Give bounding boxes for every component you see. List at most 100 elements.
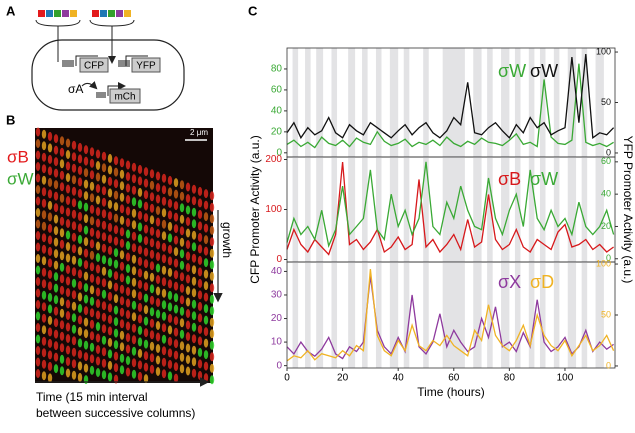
cell [101,278,107,288]
cell [71,267,77,277]
cell [185,286,191,295]
cell [143,282,149,292]
shaded-band [487,157,493,262]
cell [113,225,119,235]
cell [203,258,209,268]
cell [191,345,197,355]
cell [203,327,209,337]
cell [125,275,131,285]
y-tick-label: 60 [271,85,283,96]
cell [155,367,161,376]
shaded-band [553,48,560,157]
cell [35,311,41,321]
cell [53,352,59,362]
cell [47,315,53,325]
cell [137,233,143,243]
cell [83,375,89,385]
cell [203,223,209,233]
cell [35,265,41,275]
cell [191,207,197,217]
cell [185,240,191,249]
cell [119,273,125,283]
cell [35,277,41,286]
cell [185,309,191,318]
cell [209,248,215,258]
shaded-band [528,48,535,157]
gene-label: YFP [136,61,156,72]
cell [107,337,113,347]
cell [77,177,83,187]
cell [41,129,47,139]
cell [155,344,161,353]
shaded-band [487,262,493,368]
cell [191,299,197,309]
cell [101,289,107,299]
cell [185,297,191,307]
y-tick-label: 80 [271,64,283,75]
shaded-band [595,48,604,157]
cell [203,315,209,325]
cell [143,190,149,200]
cell [41,198,47,208]
cell [101,312,107,322]
shaded-band [362,48,368,157]
cell [89,331,95,341]
cell [137,245,143,255]
cell [173,339,179,349]
cell [197,255,203,265]
cell [137,164,143,174]
cell [119,227,125,237]
shaded-band [389,262,399,368]
cell [131,300,137,310]
cell [125,183,131,193]
cell [71,301,77,311]
cell [53,364,59,374]
cell [149,215,155,225]
legend-entry: σW [498,61,526,81]
y-tick-label: 20 [271,126,283,137]
cell [95,276,101,285]
cell [95,184,101,193]
cell [71,209,77,219]
cell [209,237,215,247]
cell [155,286,161,296]
cell [113,351,119,361]
growth-label: growth [220,222,234,258]
shaded-band [473,157,482,262]
cell [35,323,41,332]
cell [191,322,197,332]
legend-label: σB [7,147,29,166]
cell [59,331,65,341]
cell [155,298,161,307]
cell [209,363,215,373]
cell [137,268,143,278]
cell [113,317,119,327]
cell [65,173,71,182]
cell [59,239,65,249]
cell [101,197,107,207]
cell [161,277,167,287]
shaded-band [292,157,299,262]
cell [137,348,143,358]
shaded-band [348,157,356,262]
cell [185,217,191,226]
cell [53,180,59,190]
cell [167,244,173,254]
cell [185,228,191,238]
cell [119,330,125,340]
cell [77,280,83,290]
cell [131,323,137,333]
cell [179,341,185,351]
cell [77,200,83,210]
cell [125,206,131,216]
cell [71,359,77,369]
cell [47,166,53,176]
cell [143,328,149,338]
cell [113,282,119,292]
cell [35,334,41,344]
shaded-band [423,157,429,262]
cell [137,199,143,209]
cell [209,191,215,201]
cell [167,221,173,231]
cell [197,347,203,357]
